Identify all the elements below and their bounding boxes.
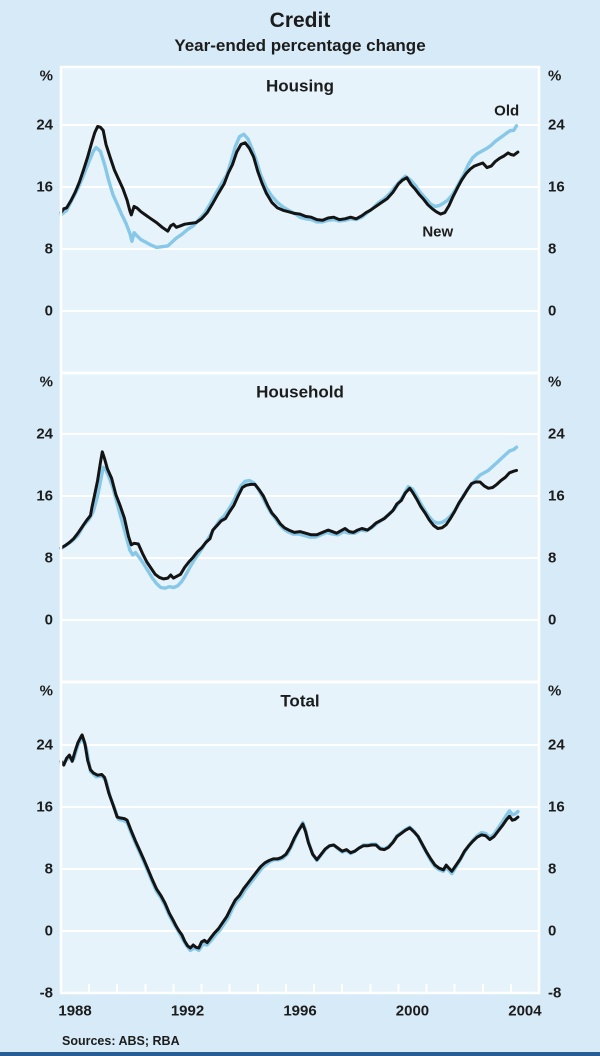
y-axis-label-left-bottom: -8 — [39, 984, 53, 1002]
y-axis-label-left-0: 24 — [36, 116, 53, 134]
y-axis-label-left-0: 8 — [44, 240, 53, 258]
panel-background-2 — [61, 682, 539, 993]
x-axis-label-1996: 1996 — [283, 1002, 317, 1020]
chart-title: Credit — [269, 9, 331, 32]
series-label-old: Old — [494, 102, 520, 120]
series-line-new-total — [59, 733, 520, 950]
y-axis-label-left-1: 24 — [36, 425, 53, 443]
series-label-new: New — [422, 223, 454, 241]
y-axis-unit-right-0: % — [548, 67, 562, 85]
y-axis-label-right-0: 0 — [548, 302, 557, 320]
y-axis-unit-right-2: % — [548, 682, 562, 700]
x-axis-label-1988: 1988 — [58, 1002, 92, 1020]
y-axis-label-left-1: 16 — [36, 487, 53, 505]
y-axis-label-left-2: 24 — [36, 736, 53, 754]
y-axis-label-right-0: 16 — [548, 178, 565, 196]
chart-subtitle: Year-ended percentage change — [174, 36, 426, 55]
y-axis-label-left-2: 8 — [44, 860, 53, 878]
y-axis-label-right-1: 24 — [548, 425, 565, 443]
y-axis-label-left-1: 8 — [44, 549, 53, 567]
y-axis-label-right-2: 0 — [548, 922, 557, 940]
y-axis-label-right-0: 8 — [548, 240, 557, 258]
footer-bar — [0, 1052, 600, 1056]
y-axis-unit-left-0: % — [39, 67, 53, 85]
y-axis-label-left-0: 0 — [44, 302, 53, 320]
y-axis-label-left-1: 0 — [44, 611, 53, 629]
y-axis-unit-left-1: % — [39, 373, 53, 391]
y-axis-label-left-2: 16 — [36, 798, 53, 816]
x-axis-label-2004: 2004 — [508, 1002, 542, 1020]
x-axis-label-1992: 1992 — [170, 1002, 205, 1020]
panel-background-0 — [61, 67, 539, 373]
x-axis-label-2000: 2000 — [395, 1002, 430, 1020]
y-axis-unit-right-1: % — [548, 373, 562, 391]
y-axis-unit-left-2: % — [39, 682, 53, 700]
y-axis-label-right-1: 8 — [548, 549, 557, 567]
y-axis-label-right-2: 16 — [548, 798, 565, 816]
y-axis-label-right-1: 0 — [548, 611, 557, 629]
y-axis-label-right-1: 16 — [548, 487, 565, 505]
plot-border — [59, 65, 541, 995]
panel-background-1 — [61, 373, 539, 682]
y-axis-label-right-2: 8 — [548, 860, 557, 878]
panel-title-household: Household — [256, 382, 344, 402]
panel-title-total: Total — [280, 691, 320, 711]
y-axis-label-left-2: 0 — [44, 922, 53, 940]
series-line-new-household — [59, 450, 518, 581]
panel-title-housing: Housing — [266, 76, 334, 96]
source-note: Sources: ABS; RBA — [62, 1034, 180, 1048]
series-line-new-housing — [59, 125, 520, 233]
y-axis-label-right-bottom: -8 — [548, 984, 562, 1002]
y-axis-label-left-0: 16 — [36, 178, 53, 196]
y-axis-label-right-0: 24 — [548, 116, 565, 134]
y-axis-label-right-2: 24 — [548, 736, 565, 754]
